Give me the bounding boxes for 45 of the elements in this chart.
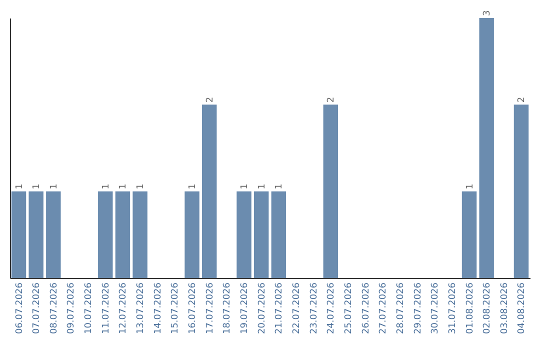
data-label: 1	[118, 184, 129, 190]
data-label: 1	[101, 184, 112, 190]
x-tick-label: 08.07.2026	[49, 282, 60, 334]
x-tick-label: 13.07.2026	[136, 282, 146, 334]
x-tick-label: 30.07.2026	[430, 282, 441, 334]
data-label: 1	[49, 184, 60, 190]
x-tick-label: 01.08.2026	[465, 282, 476, 334]
x-tick-label: 16.07.2026	[188, 282, 198, 334]
x-tick-label: 20.07.2026	[257, 282, 268, 334]
x-tick-label: 18.07.2026	[222, 282, 233, 334]
x-tick-label: 29.07.2026	[413, 282, 424, 334]
x-tick-label: 15.07.2026	[170, 282, 181, 334]
data-label: 1	[240, 184, 250, 190]
x-tick-label: 03.08.2026	[500, 282, 510, 334]
x-tick-label: 04.08.2026	[517, 282, 528, 334]
x-tick-label: 26.07.2026	[361, 282, 372, 334]
data-label: 1	[32, 184, 42, 190]
data-label: 1	[274, 184, 285, 190]
x-tick-label: 07.07.2026	[32, 282, 42, 334]
x-tick-label: 12.07.2026	[118, 282, 129, 334]
x-tick-label: 28.07.2026	[396, 282, 406, 334]
data-label: 2	[517, 96, 528, 103]
data-label: 2	[326, 96, 337, 103]
x-tick-label: 23.07.2026	[309, 282, 320, 334]
x-tick-label: 27.07.2026	[378, 282, 389, 334]
data-label: 3	[482, 10, 493, 16]
data-label: 1	[136, 184, 146, 190]
x-tick-label: 10.07.2026	[84, 282, 94, 334]
x-tick-label: 09.07.2026	[66, 282, 77, 334]
x-tick-label: 21.07.2026	[274, 282, 285, 334]
x-tick-label: 11.07.2026	[101, 282, 112, 334]
x-tick-label: 17.07.2026	[205, 282, 216, 334]
data-label: 1	[465, 184, 476, 190]
x-tick-label: 19.07.2026	[240, 282, 250, 334]
data-label: 1	[188, 184, 198, 190]
data-label: 2	[205, 96, 216, 103]
x-tick-label: 22.07.2026	[292, 282, 302, 334]
x-tick-label: 06.07.2026	[14, 282, 25, 334]
x-tick-label: 31.07.2026	[448, 282, 458, 334]
x-tick-label: 24.07.2026	[326, 282, 337, 334]
data-label: 1	[14, 184, 25, 190]
data-label: 1	[257, 184, 268, 190]
x-tick-label: 25.07.2026	[344, 282, 354, 334]
x-tick-label: 14.07.2026	[153, 282, 164, 334]
x-tick-label: 02.08.2026	[482, 282, 493, 334]
